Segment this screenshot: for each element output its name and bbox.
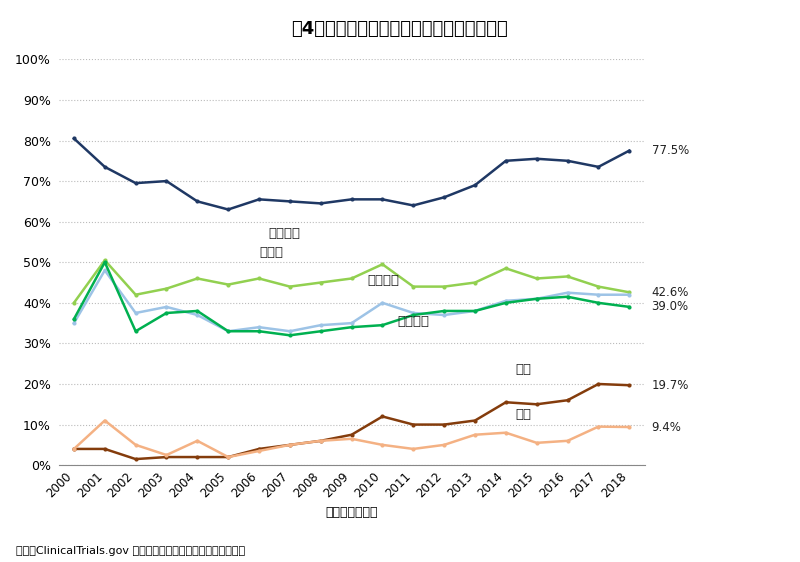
Text: 19.7%: 19.7% <box>652 379 689 392</box>
Text: 出所：ClinicalTrials.gov をもとに医薬産業政策研究所にて作成: 出所：ClinicalTrials.gov をもとに医薬産業政策研究所にて作成 <box>16 546 245 556</box>
Text: ドイツ: ドイツ <box>259 246 283 259</box>
Text: アメリカ: アメリカ <box>268 228 300 241</box>
Text: 围4　主要国の国際共同治験に参加する割合: 围4 主要国の国際共同治験に参加する割合 <box>292 20 508 38</box>
Text: 9.4%: 9.4% <box>652 420 682 433</box>
Text: 中国: 中国 <box>515 408 531 421</box>
Text: 日本: 日本 <box>515 363 531 377</box>
Text: フランス: フランス <box>367 274 399 287</box>
Text: 39.0%: 39.0% <box>652 301 689 314</box>
Text: 42.6%: 42.6% <box>652 286 689 299</box>
Text: イギリス: イギリス <box>398 315 430 328</box>
X-axis label: （試験開始年）: （試験開始年） <box>326 506 378 519</box>
Text: 77.5%: 77.5% <box>652 144 689 157</box>
